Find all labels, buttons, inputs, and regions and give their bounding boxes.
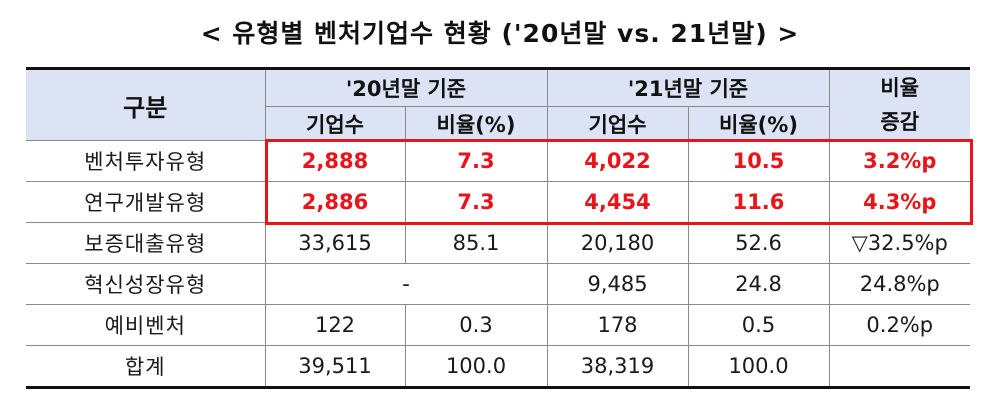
ratio-change bbox=[828, 345, 970, 389]
row-label: 예비벤처 bbox=[26, 304, 266, 346]
header-period-2020: '20년말 기준 bbox=[264, 67, 548, 107]
ratio-2020: 100.0 bbox=[404, 345, 548, 389]
table-row: 벤처투자유형 2,888 7.3 4,022 10.5 3.2%p bbox=[26, 140, 970, 182]
venture-count-table: 구분 '20년말 기준 '21년말 기준 비율 증감 기업수 비율(%) 기업수… bbox=[26, 67, 970, 389]
merged-2020-empty: - bbox=[264, 263, 548, 305]
ratio-2021: 52.6 bbox=[687, 222, 830, 264]
table-title: < 유형별 벤처기업수 현황 ('20년말 vs. 21년말) > bbox=[200, 19, 800, 48]
ratio-change: 0.2%p bbox=[828, 304, 970, 346]
header-ratio-change-line2: 증감 bbox=[880, 110, 920, 134]
header-category: 구분 bbox=[26, 67, 266, 141]
header-ratio-2020: 비율(%) bbox=[404, 106, 548, 141]
companies-2020: 122 bbox=[264, 304, 406, 346]
companies-2021: 9,485 bbox=[546, 263, 689, 305]
ratio-2021: 0.5 bbox=[687, 304, 830, 346]
header-ratio-2021: 비율(%) bbox=[687, 106, 829, 141]
header-ratio-change-line1: 비율 bbox=[880, 76, 920, 100]
ratio-2020: 85.1 bbox=[404, 222, 548, 264]
ratio-change: 3.2%p bbox=[828, 140, 970, 182]
ratio-change: 4.3%p bbox=[828, 181, 970, 223]
table-row: 연구개발유형 2,886 7.3 4,454 11.6 4.3%p bbox=[26, 181, 970, 223]
table-row: 예비벤처 122 0.3 178 0.5 0.2%p bbox=[26, 304, 970, 346]
row-label: 합계 bbox=[26, 345, 266, 389]
row-label: 연구개발유형 bbox=[26, 181, 266, 223]
ratio-change: 24.8%p bbox=[828, 263, 970, 305]
ratio-2021: 11.6 bbox=[687, 181, 830, 223]
ratio-change: ▽32.5%p bbox=[828, 222, 970, 264]
ratio-2021: 24.8 bbox=[687, 263, 830, 305]
companies-2021: 4,022 bbox=[546, 140, 689, 182]
companies-2021: 4,454 bbox=[546, 181, 689, 223]
companies-2020: 39,511 bbox=[264, 345, 406, 389]
header-companies-2020: 기업수 bbox=[265, 106, 406, 141]
companies-2020: 2,886 bbox=[264, 181, 406, 223]
companies-2021: 38,319 bbox=[546, 345, 689, 389]
companies-2020: 2,888 bbox=[264, 140, 406, 182]
header-ratio-change: 비율 증감 bbox=[828, 67, 970, 141]
table-row: 보증대출유형 33,615 85.1 20,180 52.6 ▽32.5%p bbox=[26, 222, 970, 264]
ratio-2020: 0.3 bbox=[404, 304, 548, 346]
companies-2021: 20,180 bbox=[546, 222, 689, 264]
row-label: 혁신성장유형 bbox=[26, 263, 266, 305]
companies-2020: 33,615 bbox=[264, 222, 406, 264]
table-row: 혁신성장유형 - 9,485 24.8 24.8%p bbox=[26, 263, 970, 305]
ratio-2021: 10.5 bbox=[687, 140, 830, 182]
ratio-2021: 100.0 bbox=[687, 345, 830, 389]
header-period-2021: '21년말 기준 bbox=[546, 67, 830, 107]
ratio-2020: 7.3 bbox=[404, 140, 548, 182]
row-label: 벤처투자유형 bbox=[26, 140, 266, 182]
companies-2021: 178 bbox=[546, 304, 689, 346]
row-label: 보증대출유형 bbox=[26, 222, 266, 264]
ratio-2020: 7.3 bbox=[404, 181, 548, 223]
table-row-total: 합계 39,511 100.0 38,319 100.0 bbox=[26, 345, 970, 389]
header-companies-2021: 기업수 bbox=[546, 106, 689, 141]
